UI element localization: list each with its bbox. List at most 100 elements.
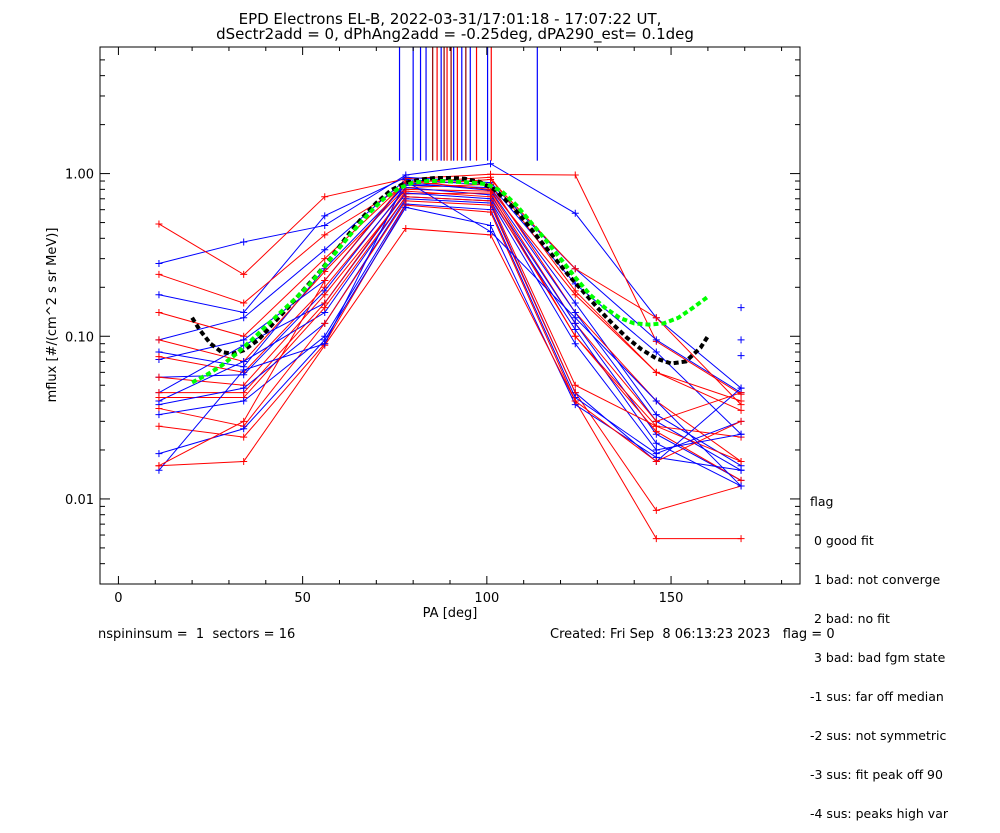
data-point-21-5 (571, 397, 579, 405)
data-point-23-1 (240, 417, 248, 425)
data-point-17-0 (155, 404, 163, 412)
data-point-3-6 (652, 314, 660, 322)
data-point-6-5 (571, 299, 579, 307)
data-point-23-0 (155, 462, 163, 470)
chart-title-line1: EPD Electrons EL-B, 2022-03-31/17:01:18 … (239, 10, 662, 28)
series-line-12 (158, 192, 742, 487)
data-point-21-3 (402, 224, 410, 232)
data-point-17-6 (652, 506, 660, 514)
data-point-19-0 (155, 422, 163, 430)
data-point-18-0 (155, 411, 163, 419)
data-point-23-7 (737, 397, 745, 405)
data-point-23-5 (571, 291, 579, 299)
data-point-1-0 (155, 220, 163, 228)
x-axis-label: PA [deg] (423, 606, 478, 621)
data-point-4-2 (321, 246, 329, 254)
data-point-2-2 (321, 212, 329, 220)
data-point-0-1 (240, 238, 248, 246)
chart-title-line2: dSectr2add = 0, dPhAng2add = -0.25deg, d… (216, 25, 694, 44)
data-point-2-0 (155, 291, 163, 299)
series-line-22 (158, 180, 742, 487)
data-point-4-6 (652, 348, 660, 356)
flag-legend-item-2: 2 bad: no fit (810, 611, 890, 626)
y-axis-label: mflux [#/(cm^2 s sr MeV)] (45, 228, 60, 403)
y-tick-label-0: 0.01 (65, 493, 94, 508)
series-line-16 (158, 198, 742, 463)
data-point-11-2 (321, 291, 329, 299)
data-point-19-7 (737, 535, 745, 543)
data-point-2-6 (652, 336, 660, 344)
data-point-9-0 (155, 353, 163, 361)
data-point-21-1 (240, 457, 248, 465)
data-point-1-1 (240, 270, 248, 278)
data-point-5-4 (487, 173, 495, 181)
footer-left: nspininsum = 1 sectors = 16 (98, 627, 296, 642)
plot-frame (99, 46, 801, 585)
extra-point-1 (737, 336, 745, 344)
flag-legend-item-0: 0 good fit (810, 533, 874, 548)
data-point-15-5 (571, 381, 579, 389)
flag-legend-item-7: -4 sus: peaks high var (810, 806, 949, 821)
data-point-0-4 (487, 160, 495, 168)
series-line-4 (158, 178, 742, 435)
x-tick-label-3: 150 (659, 591, 684, 606)
data-point-6-6 (652, 411, 660, 419)
data-point-16-1 (240, 384, 248, 392)
series-line-21 (158, 227, 742, 467)
data-point-20-7 (737, 466, 745, 474)
series-line-20 (158, 206, 742, 471)
data-point-16-7 (737, 384, 745, 392)
series-line-23 (158, 180, 742, 467)
data-point-3-0 (155, 270, 163, 278)
data-point-1-2 (321, 193, 329, 201)
y-tick-label-2: 1.00 (65, 168, 94, 183)
flux-pitch-angle-chart: EPD Electrons EL-B, 2022-03-31/17:01:18 … (45, 10, 801, 621)
data-point-20-1 (240, 425, 248, 433)
data-point-17-2 (321, 319, 329, 327)
data-point-0-0 (155, 260, 163, 268)
fit-curve-green (191, 179, 710, 385)
series-line-0 (158, 163, 742, 389)
data-point-18-1 (240, 397, 248, 405)
x-tick-label-2: 100 (474, 591, 499, 606)
data-point-0-2 (321, 221, 329, 229)
data-point-3-2 (321, 231, 329, 239)
x-tick-label-0: 0 (114, 591, 122, 606)
data-point-22-4 (487, 228, 495, 236)
data-point-12-5 (571, 326, 579, 334)
data-point-12-6 (652, 439, 660, 447)
flag-legend-item-4: -1 sus: far off median (810, 689, 944, 704)
data-point-22-2 (321, 340, 329, 348)
data-point-23-2 (321, 277, 329, 285)
series-line-3 (158, 178, 742, 405)
data-point-14-1 (240, 357, 248, 365)
data-point-22-1 (240, 366, 248, 374)
axes: 0 50 100 150 0.01 0.10 1.00 (65, 46, 800, 606)
data-point-0-5 (571, 209, 579, 217)
series-line-7 (158, 183, 742, 462)
data-point-4-1 (240, 314, 248, 322)
data-point-14-7 (737, 430, 745, 438)
footer-right: Created: Fri Sep 8 06:13:23 2023 flag = … (550, 627, 835, 642)
y-tick-label-1: 0.10 (65, 330, 94, 345)
data-point-19-6 (652, 535, 660, 543)
series-line-17 (158, 200, 742, 512)
data-point-15-7 (737, 457, 745, 465)
data-point-11-0 (155, 373, 163, 381)
flag-legend-item-3: 3 bad: bad fgm state (810, 650, 946, 665)
series-line-15 (158, 196, 742, 462)
data-point-15-2 (321, 304, 329, 312)
data-point-3-5 (571, 265, 579, 273)
data-point-15-6 (652, 422, 660, 430)
flag-legend-item-1: 1 bad: not converge (810, 572, 941, 587)
data-point-5-7 (737, 406, 745, 414)
data-point-21-7 (737, 417, 745, 425)
data-point-22-5 (571, 314, 579, 322)
fit-curve-black (190, 175, 710, 366)
data-point-20-0 (155, 450, 163, 458)
data-point-20-4 (487, 221, 495, 229)
flag-legend-item-6: -3 sus: fit peak off 90 (810, 767, 943, 782)
data-point-5-0 (155, 308, 163, 316)
flag-legend: flag 0 good fit 1 bad: not converge 2 ba… (810, 469, 948, 833)
data-point-15-0 (155, 394, 163, 402)
